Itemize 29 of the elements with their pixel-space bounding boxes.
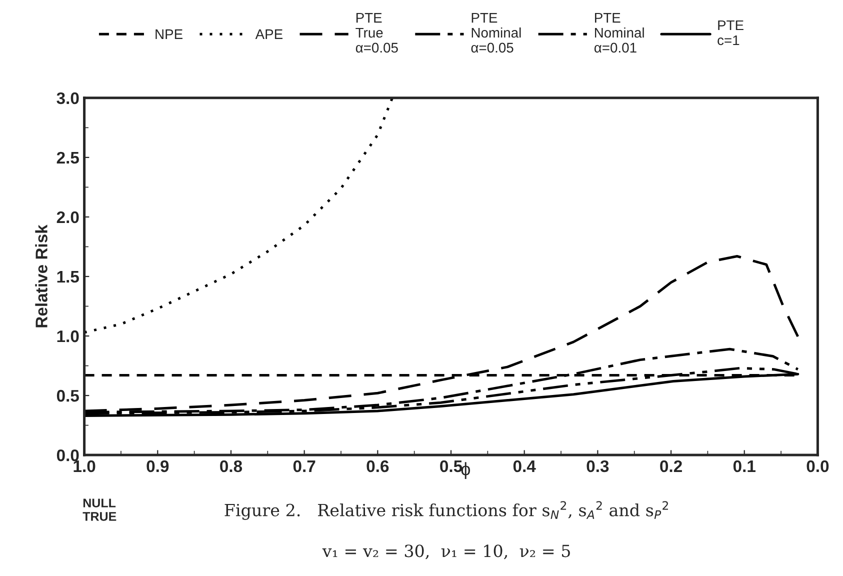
legend-label: PTE True α=0.05: [356, 13, 398, 53]
legend-label: PTE Nominal α=0.01: [594, 13, 644, 53]
y-tick-label: 2.5: [56, 152, 79, 164]
text: NULL TRUE: [82, 498, 116, 521]
x-tick-label: 0.5: [440, 460, 462, 472]
legend-label: PTE c=1: [718, 20, 744, 46]
x-tick-label: 0.0: [806, 460, 829, 472]
x-tick-label: 0.4: [513, 460, 536, 472]
x-tick-label: 1.0: [74, 460, 96, 472]
text: Figure 2. Relative risk functions for s$_{N}$$^{2}$, s$_{A}$$^{2}$ and s$_{P}$$^{2}$: [224, 501, 668, 520]
x-tick-label: 0.7: [293, 460, 316, 472]
y-tick-label: 1.0: [57, 330, 79, 342]
x-tick-label: 0.3: [586, 460, 609, 472]
x-tick-label: 0.1: [733, 460, 756, 472]
x-tick-label: 0.6: [366, 460, 389, 472]
legend-label: NPE: [156, 29, 182, 39]
x-tick-label: 0.9: [146, 460, 169, 472]
legend-label: PTE Nominal α=0.05: [471, 13, 521, 53]
y-tick-label: 1.5: [57, 271, 79, 283]
x-axis-title: ϕ: [461, 462, 470, 480]
x-tick-label: 0.8: [220, 460, 242, 472]
text: v₁ = v₂ = 30, ν₁ = 10, ν₂ = 5: [322, 544, 570, 560]
y-axis-title: Relative Risk: [35, 224, 48, 328]
legend-label: APE: [255, 29, 282, 39]
y-tick-label: 3.0: [56, 92, 79, 104]
y-tick-label: 0.5: [56, 390, 79, 402]
y-tick-label: 0.0: [56, 449, 79, 462]
y-tick-label: 2.0: [56, 211, 79, 224]
x-tick-label: 0.2: [660, 460, 682, 472]
